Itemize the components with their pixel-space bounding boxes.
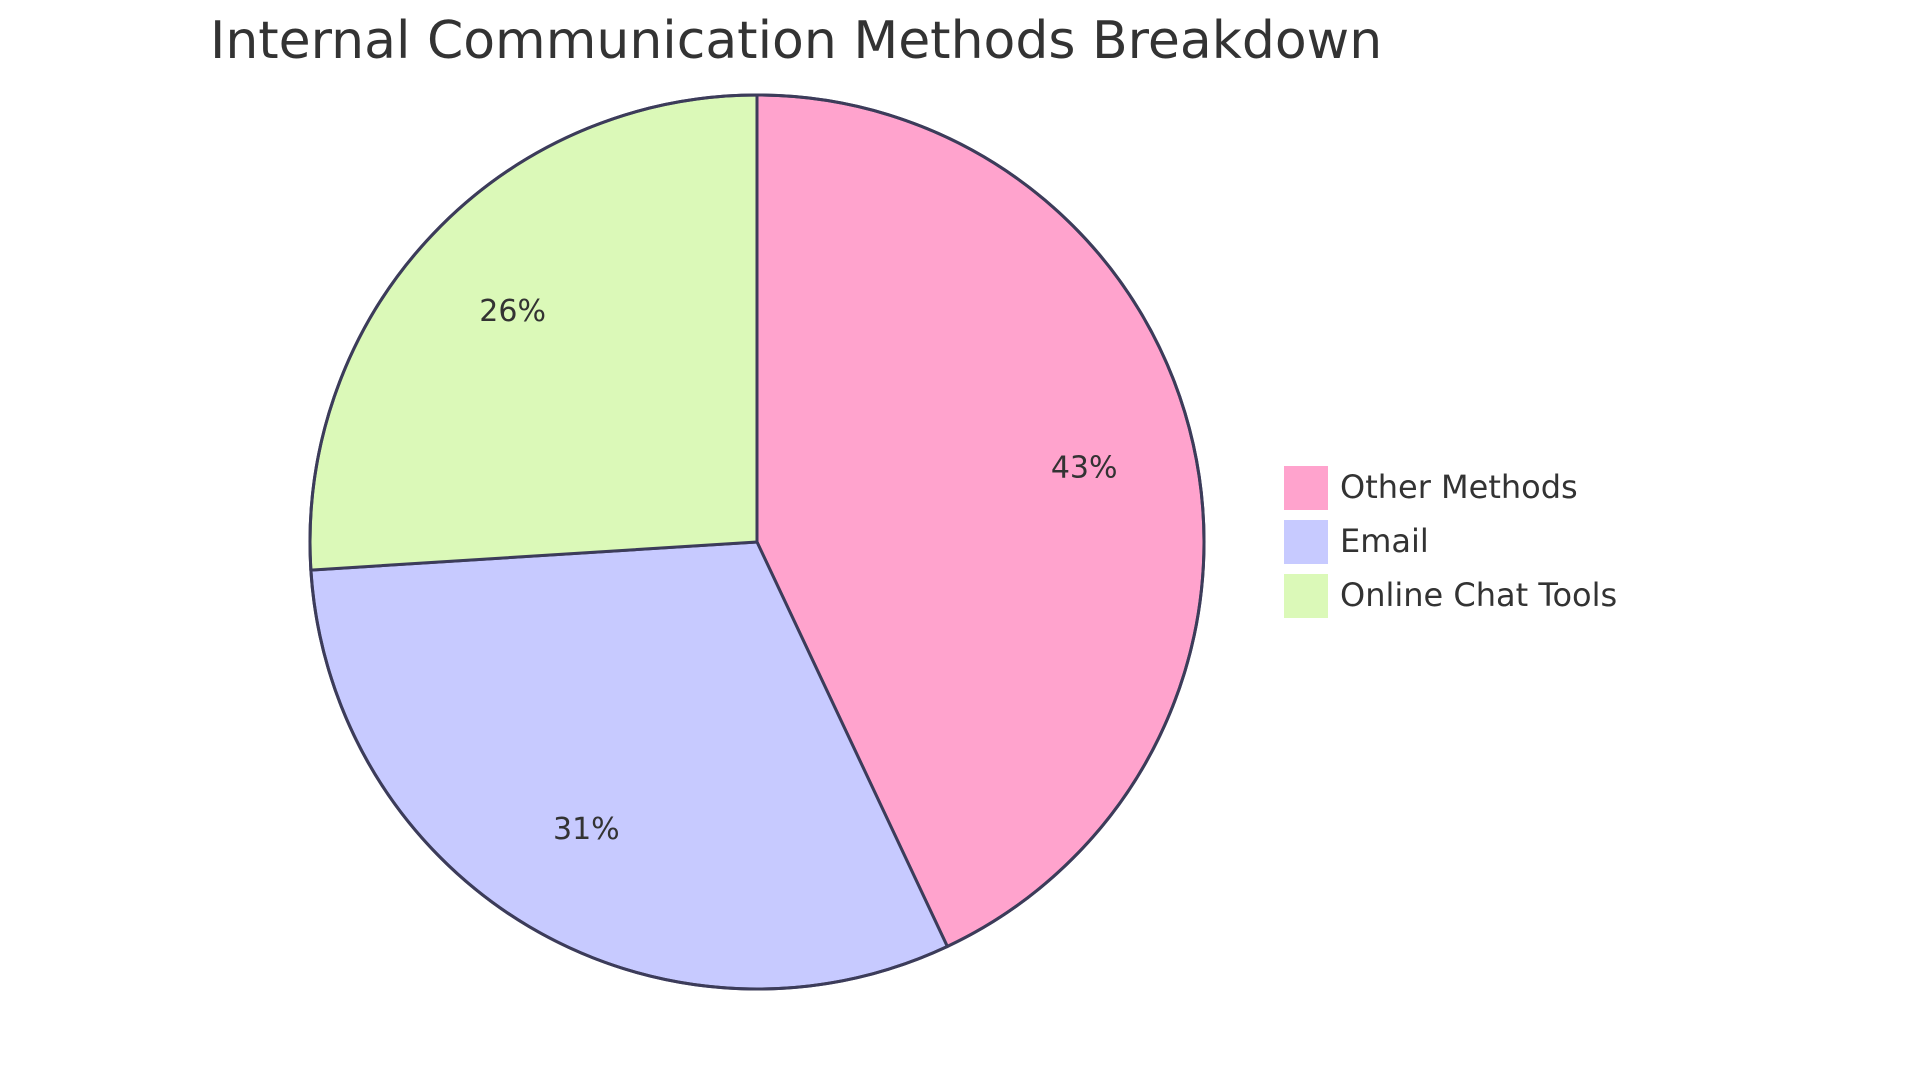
legend: Other Methods Email Online Chat Tools (1282, 464, 1617, 620)
legend-swatch-email (1282, 518, 1330, 566)
pie-outline (308, 93, 1206, 991)
legend-label-email: Email (1340, 522, 1429, 560)
slice-label-other-methods: 43% (1051, 450, 1118, 485)
slice-labels: 43% 31% 26% (479, 294, 1117, 847)
slice-label-email: 31% (553, 812, 620, 847)
slice-online-chat-tools (308, 93, 759, 572)
legend-swatch-online-chat-tools (1282, 572, 1330, 620)
pie-slices (308, 93, 1206, 991)
legend-swatch-other-methods (1282, 464, 1330, 512)
chart-title: Internal Communication Methods Breakdown (210, 11, 1382, 71)
legend-label-online-chat-tools: Online Chat Tools (1340, 576, 1617, 614)
slice-label-online-chat-tools: 26% (479, 294, 546, 329)
legend-label-other-methods: Other Methods (1340, 468, 1578, 506)
